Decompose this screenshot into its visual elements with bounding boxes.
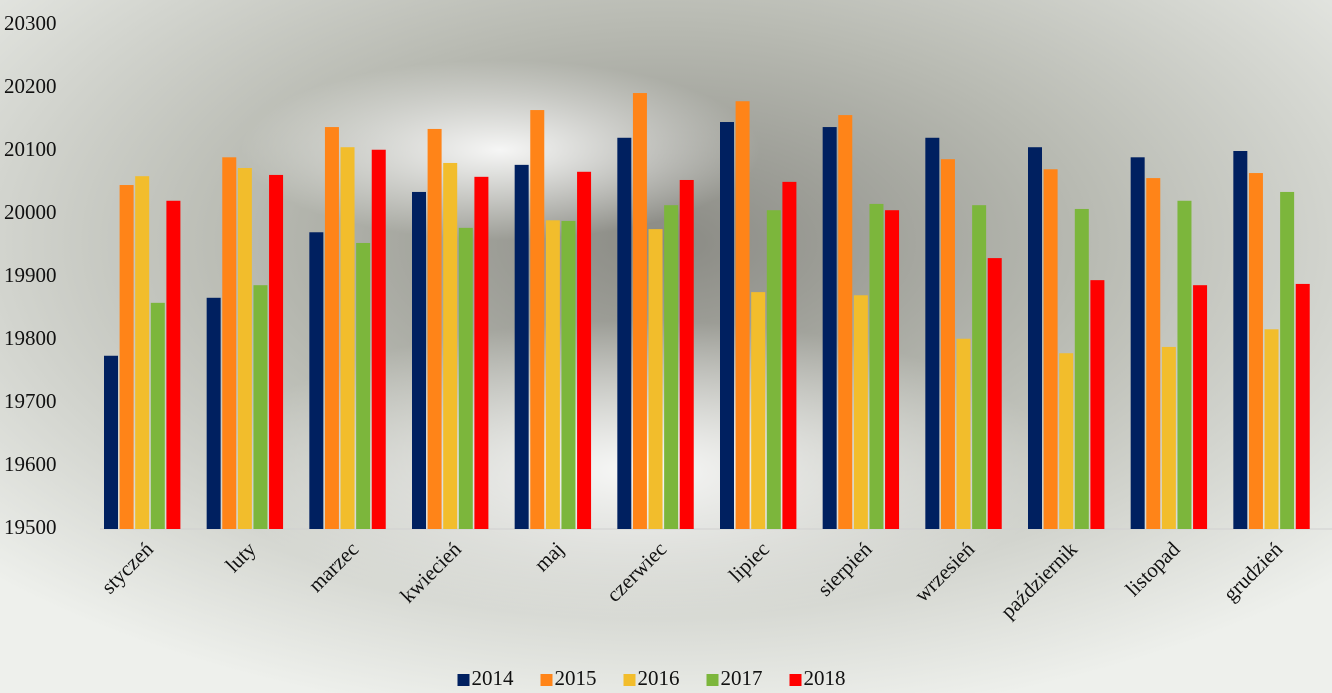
bar	[1248, 173, 1263, 530]
legend-label: 2018	[804, 666, 846, 690]
legend-swatch	[623, 674, 636, 686]
bar	[782, 181, 797, 529]
legend-swatch	[457, 674, 470, 686]
bar	[1264, 329, 1279, 529]
bar	[1233, 151, 1248, 529]
bar	[1059, 353, 1074, 529]
bar	[1028, 147, 1042, 529]
bar	[443, 162, 458, 529]
bar	[514, 164, 529, 530]
bar	[679, 179, 694, 530]
bar	[135, 176, 150, 529]
legend-swatch	[540, 674, 553, 686]
bar	[166, 200, 181, 529]
bar	[1193, 285, 1208, 529]
bar	[766, 210, 781, 529]
bar	[1146, 178, 1161, 529]
bar	[720, 122, 734, 530]
bar	[119, 185, 134, 529]
bar	[237, 168, 252, 529]
bar	[412, 191, 426, 529]
bar	[956, 338, 971, 529]
y-tick-label: 19700	[4, 389, 57, 413]
y-tick-label: 20100	[4, 137, 57, 161]
bar	[474, 176, 489, 529]
legend-label: 2017	[721, 666, 763, 690]
bar	[222, 157, 237, 530]
bar	[577, 171, 592, 530]
legend-swatch	[789, 674, 802, 686]
bar	[735, 101, 750, 529]
bar	[940, 159, 955, 529]
bar	[269, 174, 284, 529]
bar	[751, 292, 766, 529]
bar	[838, 115, 853, 529]
bar	[869, 203, 884, 530]
bar	[1043, 169, 1058, 529]
legend-label: 2016	[638, 666, 680, 690]
bar	[822, 127, 837, 529]
bar	[853, 295, 868, 529]
bar	[561, 220, 576, 529]
bar	[1090, 280, 1105, 529]
bar	[150, 302, 165, 529]
bar	[1074, 208, 1089, 529]
bar	[648, 229, 663, 529]
bar	[545, 220, 560, 530]
y-tick-label: 20300	[4, 11, 57, 35]
bar	[427, 128, 442, 529]
legend-label: 2014	[472, 666, 515, 690]
bar	[1177, 200, 1192, 529]
bar	[617, 137, 632, 529]
bar	[925, 137, 940, 529]
bar	[371, 149, 386, 530]
y-tick-label: 19500	[4, 515, 57, 539]
bar	[309, 232, 324, 529]
bar	[530, 110, 545, 530]
bar	[1295, 283, 1310, 529]
bar	[664, 205, 679, 529]
bar	[885, 210, 900, 529]
legend-label: 2015	[555, 666, 597, 690]
y-tick-label: 20200	[4, 74, 57, 98]
bar	[458, 227, 473, 530]
bar	[104, 355, 118, 529]
bar	[1130, 157, 1145, 530]
bar	[340, 147, 355, 529]
y-tick-label: 19900	[4, 263, 57, 287]
bar	[1161, 346, 1176, 529]
bar	[1280, 191, 1295, 529]
legend-swatch	[706, 674, 719, 686]
bar	[324, 127, 339, 529]
bar	[253, 285, 268, 529]
bar	[987, 258, 1002, 529]
bar	[206, 297, 221, 529]
bar	[632, 93, 647, 529]
y-tick-label: 20000	[4, 200, 57, 224]
bar	[356, 242, 371, 530]
bar	[972, 205, 987, 529]
y-tick-label: 19600	[4, 452, 57, 476]
y-tick-label: 19800	[4, 326, 57, 350]
